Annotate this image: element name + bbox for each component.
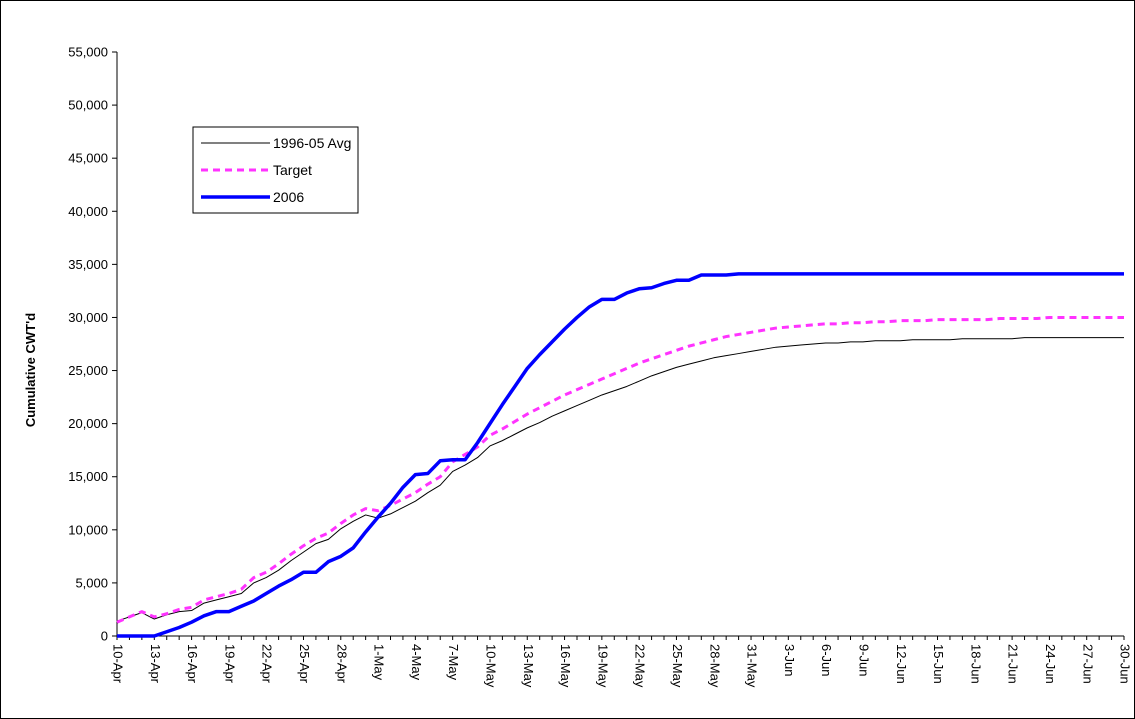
y-axis-label: Cumulative CWT'd (23, 313, 38, 427)
x-tick-label: 13-Apr (148, 644, 163, 684)
x-tick-label: 12-Jun (894, 644, 909, 684)
x-tick-label: 1-May (372, 644, 387, 681)
series-line-2006 (117, 272, 1124, 638)
x-tick-label: 24-Jun (1043, 644, 1058, 684)
x-tick-label: 25-Apr (297, 644, 312, 684)
y-tick-label: 25,000 (68, 363, 108, 378)
y-tick-label: 20,000 (68, 416, 108, 431)
y-axis: 0 5,000 10,000 15,000 20,000 25,000 30,000 35,0… (68, 45, 118, 644)
y-tick-label: 30,000 (68, 310, 108, 325)
y-tick-label: 15,000 (68, 469, 108, 484)
x-tick-label: 4-May (409, 644, 424, 681)
x-axis: 10-Apr 13-Apr 16-Apr 19-Apr 22-Apr 25-Apr 28-A… (111, 635, 1133, 688)
x-tick-label: 16-May (558, 644, 573, 688)
x-tick-label: 22-May (633, 644, 648, 688)
y-tick-label: 0 (101, 629, 108, 644)
y-tick-label: 45,000 (68, 151, 108, 166)
y-tick-label: 35,000 (68, 257, 108, 272)
y-tick-label: 55,000 (68, 45, 108, 60)
x-tick-label: 10-Apr (111, 644, 126, 684)
x-tick-label: 13-May (521, 644, 536, 688)
x-tick-label: 18-Jun (968, 644, 983, 684)
x-tick-label: 19-Apr (222, 644, 237, 684)
legend: 1996-05 Avg Target 2006 (192, 126, 359, 214)
series-line-1996-05-avg (116, 337, 1124, 622)
series-line-target (116, 315, 1124, 624)
x-tick-label: 27-Jun (1080, 644, 1095, 684)
y-tick-label: 40,000 (68, 204, 108, 219)
x-tick-label: 21-Jun (1006, 644, 1021, 684)
x-tick-label: 31-May (745, 644, 760, 688)
x-tick-label: 7-May (446, 644, 461, 681)
x-tick-label: 28-Apr (334, 644, 349, 684)
y-tick-label: 5,000 (75, 575, 108, 590)
x-tick-label: 15-Jun (931, 644, 946, 684)
x-tick-label: 3-Jun (782, 644, 797, 677)
y-tick-label: 50,000 (68, 98, 108, 113)
legend-label: 1996-05 Avg (273, 135, 351, 151)
x-tick-label: 19-May (595, 644, 610, 688)
legend-label: 2006 (273, 189, 304, 205)
x-tick-label: 9-Jun (856, 644, 871, 677)
x-tick-label: 25-May (670, 644, 685, 688)
x-tick-label: 10-May (484, 644, 499, 688)
series-layer (116, 272, 1124, 638)
x-tick-label: 16-Apr (185, 644, 200, 684)
x-tick-label: 30-Jun (1118, 644, 1133, 684)
x-tick-label: 22-Apr (260, 644, 275, 684)
x-tick-label: 28-May (707, 644, 722, 688)
y-tick-label: 10,000 (68, 522, 108, 537)
legend-label: Target (273, 162, 312, 178)
x-tick-label: 6-Jun (819, 644, 834, 677)
